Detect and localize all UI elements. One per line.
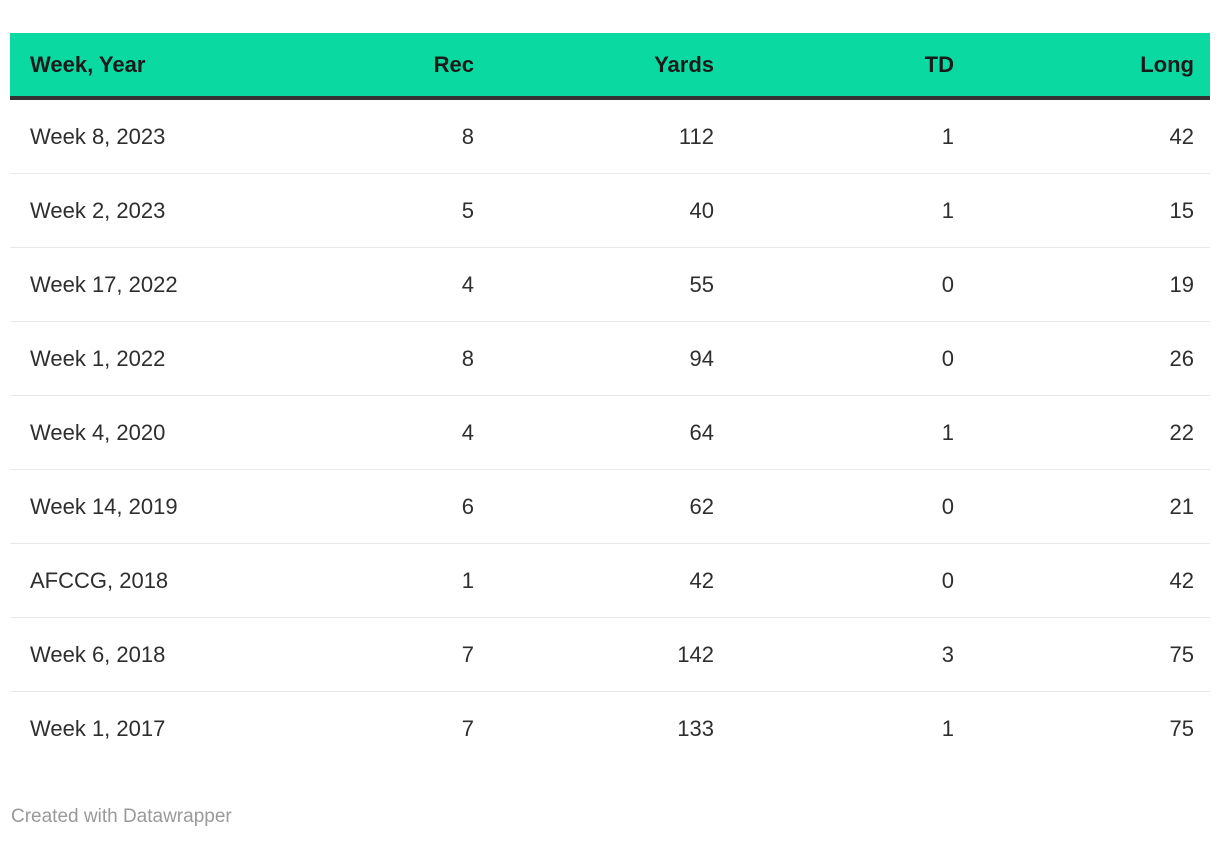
table-cell: 0 (730, 543, 970, 618)
table-row: AFCCG, 2018 1 42 0 42 (10, 543, 1210, 618)
table-cell: Week 14, 2019 (10, 469, 250, 544)
table-row: Week 2, 2023 5 40 1 15 (10, 173, 1210, 248)
table-cell: 62 (490, 469, 730, 544)
table-cell: 7 (250, 691, 490, 765)
table-cell: 8 (250, 98, 490, 174)
table-cell: 1 (730, 395, 970, 470)
table-cell: Week 4, 2020 (10, 395, 250, 470)
table-cell: 22 (970, 395, 1210, 470)
table-cell: 75 (970, 617, 1210, 692)
table-cell: Week 1, 2022 (10, 321, 250, 396)
table-cell: Week 1, 2017 (10, 691, 250, 765)
table-cell: Week 6, 2018 (10, 617, 250, 692)
table-cell: 1 (730, 173, 970, 248)
table-cell: Week 17, 2022 (10, 247, 250, 322)
table-row: Week 8, 2023 8 112 1 42 (10, 98, 1210, 174)
table-cell: 133 (490, 691, 730, 765)
table-cell: 1 (250, 543, 490, 618)
datawrapper-credit-link[interactable]: Created with Datawrapper (11, 806, 232, 827)
attribution: Created with Datawrapper (11, 805, 1210, 829)
table-cell: Week 8, 2023 (10, 98, 250, 174)
table-cell: 42 (490, 543, 730, 618)
table-cell: 26 (970, 321, 1210, 396)
table-cell: 4 (250, 247, 490, 322)
table-cell: 142 (490, 617, 730, 692)
table-row: Week 1, 2022 8 94 0 26 (10, 321, 1210, 396)
table-row: Week 4, 2020 4 64 1 22 (10, 395, 1210, 470)
table-cell: 19 (970, 247, 1210, 322)
table-cell: 1 (730, 691, 970, 765)
datawrapper-table-embed: Week, Year Rec Yards TD Long Week 8, 2023 8 11… (10, 33, 1210, 829)
table-cell: 15 (970, 173, 1210, 248)
table-cell: 42 (970, 98, 1210, 174)
table-row: Week 6, 2018 7 142 3 75 (10, 617, 1210, 692)
table-cell: AFCCG, 2018 (10, 543, 250, 618)
table-cell: 40 (490, 173, 730, 248)
table-cell: 64 (490, 395, 730, 470)
table-cell: 0 (730, 247, 970, 322)
table-cell: 112 (490, 98, 730, 174)
table-cell: Week 2, 2023 (10, 173, 250, 248)
table-cell: 8 (250, 321, 490, 396)
table-row: Week 14, 2019 6 62 0 21 (10, 469, 1210, 544)
column-header-long: Long (970, 33, 1210, 100)
table-cell: 6 (250, 469, 490, 544)
stats-table: Week, Year Rec Yards TD Long Week 8, 2023 8 11… (10, 33, 1210, 765)
table-cell: 4 (250, 395, 490, 470)
table-cell: 7 (250, 617, 490, 692)
table-cell: 5 (250, 173, 490, 248)
table-cell: 21 (970, 469, 1210, 544)
column-header-rec: Rec (250, 33, 490, 100)
table-row: Week 17, 2022 4 55 0 19 (10, 247, 1210, 322)
header-row: Week, Year Rec Yards TD Long (10, 33, 1210, 100)
column-header-yards: Yards (490, 33, 730, 100)
table-row: Week 1, 2017 7 133 1 75 (10, 691, 1210, 765)
table-cell: 3 (730, 617, 970, 692)
table-cell: 1 (730, 98, 970, 174)
table-cell: 94 (490, 321, 730, 396)
table-cell: 0 (730, 469, 970, 544)
table-body: Week 8, 2023 8 112 1 42 Week 2, 2023 5 40 1 15 Wee… (10, 98, 1210, 765)
table-cell: 55 (490, 247, 730, 322)
table-cell: 42 (970, 543, 1210, 618)
table-cell: 75 (970, 691, 1210, 765)
table-cell: 0 (730, 321, 970, 396)
column-header-week-year: Week, Year (10, 33, 250, 100)
column-header-td: TD (730, 33, 970, 100)
